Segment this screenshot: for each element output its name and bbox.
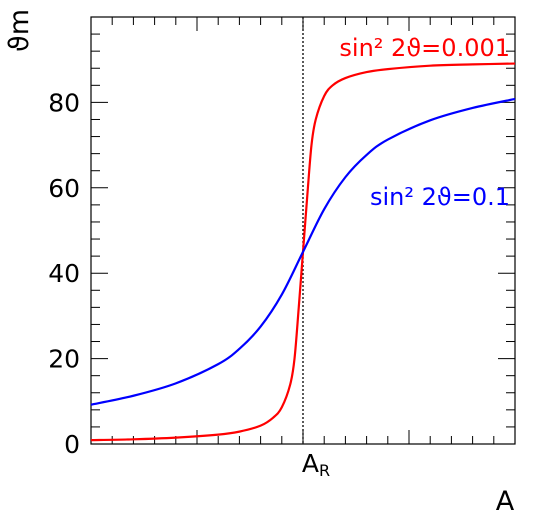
resonance-marker-label-main: A	[302, 449, 319, 478]
series-curves	[90, 62, 516, 442]
series-annotation-red: sin² 2ϑ=0.001	[339, 34, 510, 62]
x-axis-label: A	[496, 486, 515, 517]
y-tick-label: 0	[64, 430, 80, 459]
series-line-1	[90, 97, 516, 406]
y-tick-label: 40	[48, 259, 80, 288]
axis-ticks	[90, 16, 516, 445]
y-tick-label: 80	[48, 88, 80, 117]
y-axis-label: ϑm	[4, 9, 35, 52]
resonance-marker-label-sub: R	[319, 461, 330, 480]
series-annotation-blue: sin² 2ϑ=0.1	[370, 183, 510, 211]
y-tick-label: 20	[48, 345, 80, 374]
resonance-marker-label: AR	[302, 449, 330, 480]
y-tick-label: 60	[48, 174, 80, 203]
y-tick-labels: 0 20 40 60 80	[48, 88, 80, 459]
